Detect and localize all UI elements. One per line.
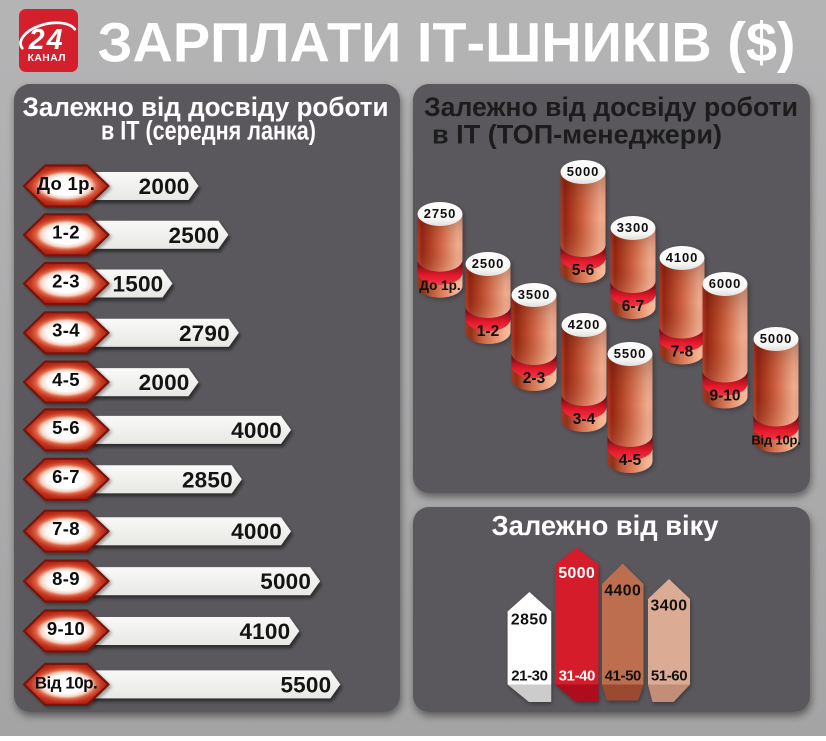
- svg-text:2000: 2000: [139, 370, 190, 395]
- svg-text:2500: 2500: [472, 256, 505, 271]
- svg-text:5500: 5500: [280, 672, 331, 697]
- svg-text:2850: 2850: [182, 467, 233, 492]
- svg-text:Від 10р.: Від 10р.: [751, 433, 800, 448]
- svg-text:3400: 3400: [651, 598, 688, 615]
- svg-text:Залежно від досвіду роботи: Залежно від досвіду роботи: [424, 92, 798, 122]
- svg-text:ЗАРПЛАТИ ІТ-ШНИКІВ ($): ЗАРПЛАТИ ІТ-ШНИКІВ ($): [98, 12, 796, 74]
- svg-text:5000: 5000: [567, 164, 600, 179]
- svg-text:4-5: 4-5: [619, 452, 642, 469]
- svg-text:41-50: 41-50: [605, 668, 641, 685]
- svg-text:4100: 4100: [666, 250, 699, 265]
- svg-text:6-7: 6-7: [52, 466, 80, 487]
- svg-text:7-8: 7-8: [671, 344, 694, 361]
- svg-text:5000: 5000: [760, 331, 793, 346]
- svg-text:6000: 6000: [709, 276, 742, 291]
- svg-text:КАНАЛ: КАНАЛ: [28, 53, 66, 64]
- svg-text:Залежно від віку: Залежно від віку: [492, 510, 720, 541]
- svg-text:4400: 4400: [604, 583, 641, 600]
- svg-text:До 1р.: До 1р.: [419, 278, 460, 293]
- svg-text:3500: 3500: [518, 287, 551, 302]
- svg-text:1-2: 1-2: [52, 222, 80, 243]
- svg-text:51-60: 51-60: [651, 668, 687, 685]
- svg-text:2500: 2500: [169, 223, 220, 248]
- svg-text:9-10: 9-10: [47, 618, 85, 639]
- svg-text:2-3: 2-3: [52, 270, 80, 291]
- svg-text:2850: 2850: [511, 612, 548, 629]
- svg-text:5-6: 5-6: [52, 417, 80, 438]
- svg-text:3-4: 3-4: [52, 320, 80, 341]
- svg-text:9-10: 9-10: [709, 388, 740, 405]
- svg-text:1500: 1500: [113, 272, 164, 297]
- svg-text:6-7: 6-7: [622, 298, 644, 315]
- svg-text:5000: 5000: [260, 569, 311, 594]
- svg-text:4-5: 4-5: [52, 369, 80, 390]
- svg-text:3-4: 3-4: [573, 411, 596, 428]
- svg-text:1-2: 1-2: [477, 323, 499, 340]
- svg-text:в ІТ (середня ланка): в ІТ (середня ланка): [101, 116, 316, 146]
- svg-text:5500: 5500: [614, 346, 647, 361]
- svg-text:3300: 3300: [617, 220, 650, 235]
- svg-text:8-9: 8-9: [52, 568, 80, 589]
- svg-text:4000: 4000: [231, 418, 282, 443]
- svg-text:4000: 4000: [231, 519, 282, 544]
- svg-text:До 1р.: До 1р.: [37, 173, 95, 194]
- svg-text:2790: 2790: [179, 321, 230, 346]
- svg-text:24: 24: [28, 24, 65, 56]
- svg-text:5000: 5000: [558, 565, 595, 582]
- svg-text:4200: 4200: [568, 317, 601, 332]
- svg-text:7-8: 7-8: [52, 518, 80, 539]
- svg-text:21-30: 21-30: [511, 668, 547, 685]
- svg-text:в ІТ (ТОП-менеджери): в ІТ (ТОП-менеджери): [432, 120, 722, 150]
- svg-text:Залежно від досвіду роботи: Залежно від досвіду роботи: [23, 92, 389, 122]
- svg-text:2750: 2750: [424, 206, 457, 221]
- svg-text:Від 10р.: Від 10р.: [35, 673, 98, 692]
- svg-text:2000: 2000: [139, 174, 190, 199]
- svg-text:31-40: 31-40: [559, 668, 595, 685]
- svg-text:2-3: 2-3: [523, 370, 546, 387]
- svg-text:5-6: 5-6: [572, 262, 595, 279]
- svg-text:4100: 4100: [239, 619, 290, 644]
